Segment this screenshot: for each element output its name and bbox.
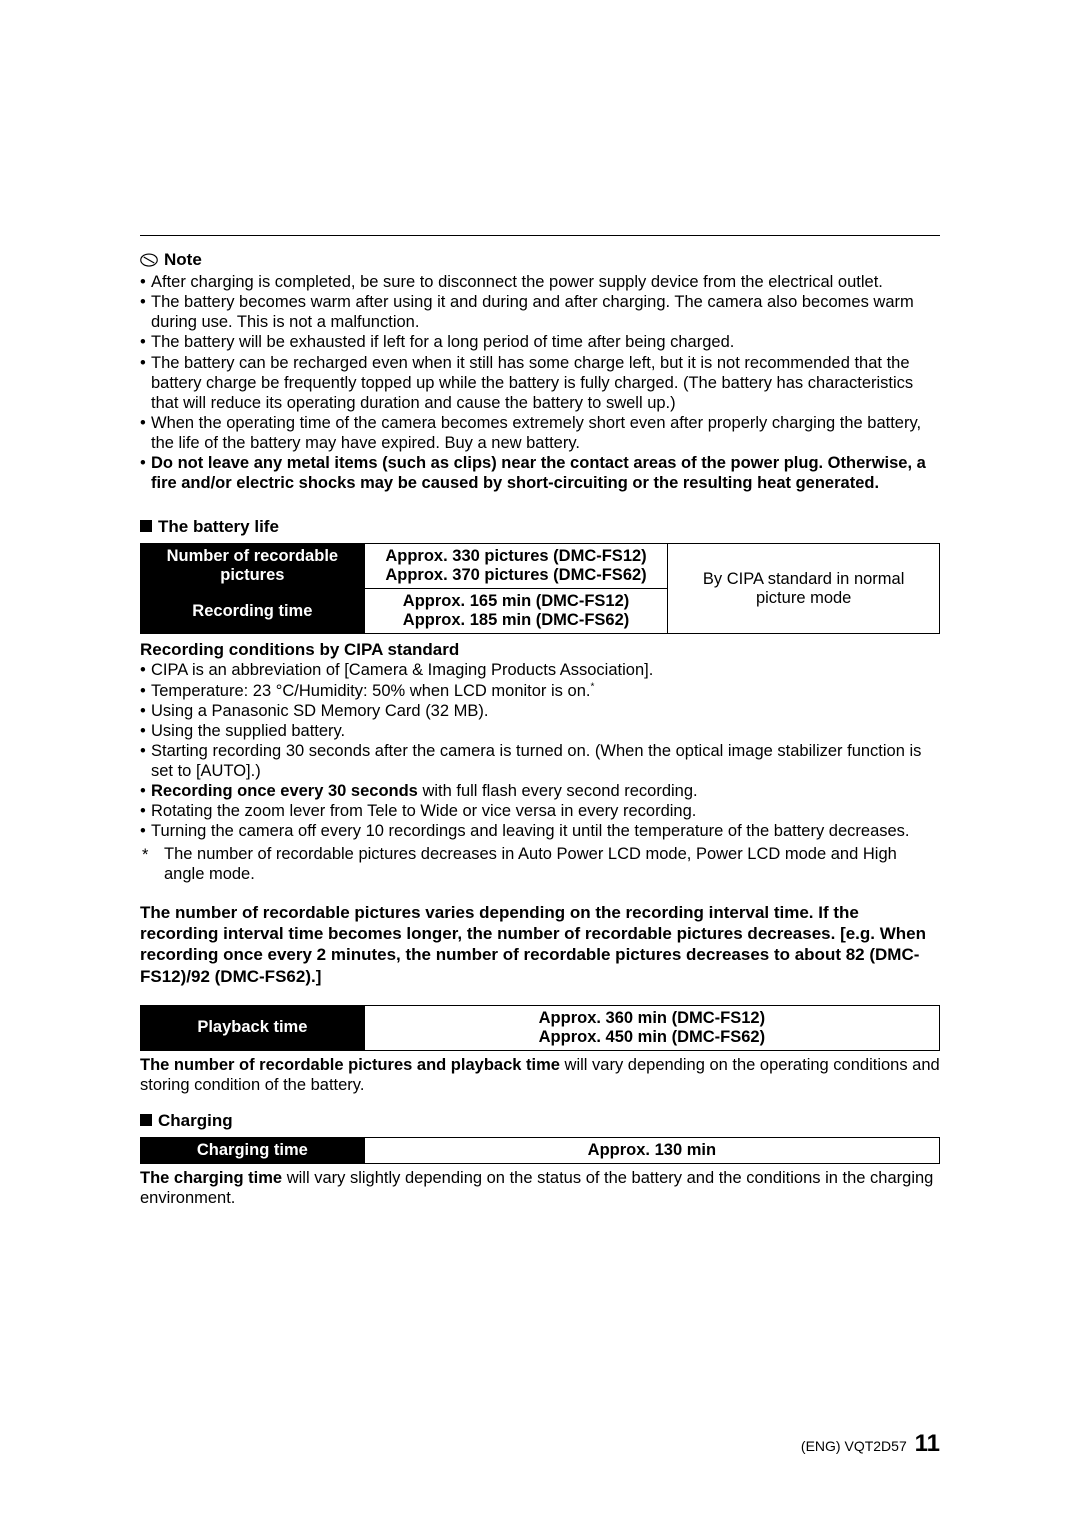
para-text: The number of recordable pictures varies… (140, 903, 926, 965)
table-cell: Approx. 360 min (DMC-FS12) Approx. 450 m… (364, 1005, 939, 1050)
note-icon (140, 251, 158, 269)
note-bullets: After charging is completed, be sure to … (140, 272, 940, 493)
cipa-bullets: CIPA is an abbreviation of [Camera & Ima… (140, 660, 940, 841)
bullet-text: Rotating the zoom lever from Tele to Wid… (151, 802, 696, 820)
note-text: After charging is completed, be sure to … (151, 273, 883, 291)
table-cell: By CIPA standard in normal picture mode (668, 544, 940, 634)
cipa-bullet: Rotating the zoom lever from Tele to Wid… (140, 801, 940, 821)
page-footer: (ENG) VQT2D57 11 (801, 1430, 940, 1458)
cipa-bullet: Starting recording 30 seconds after the … (140, 741, 940, 781)
note-text: Do not leave any metal items (such as cl… (151, 454, 926, 492)
cell-line: Approx. 360 min (DMC-FS12) (539, 1009, 765, 1027)
table-header: Number of recordable pictures (141, 544, 365, 589)
heading-text: The battery life (158, 517, 279, 536)
note-bullet: When the operating time of the camera be… (140, 413, 940, 453)
page-number: 11 (915, 1430, 940, 1457)
para-bold: The number of recordable pictures and pl… (140, 1056, 560, 1074)
cell-line: Approx. 165 min (DMC-FS12) (403, 592, 629, 610)
footer-code: VQT2D57 (844, 1438, 906, 1454)
footnote-marker: * (590, 681, 594, 692)
cipa-bullet: CIPA is an abbreviation of [Camera & Ima… (140, 660, 940, 680)
table-header: Playback time (141, 1005, 365, 1050)
note-bullet: After charging is completed, be sure to … (140, 272, 940, 292)
para-text: ] (316, 967, 322, 986)
note-header: Note (140, 250, 940, 270)
para-bold: The charging time (140, 1169, 282, 1187)
cipa-bullet: Using a Panasonic SD Memory Card (32 MB)… (140, 701, 940, 721)
cell-line: Approx. 370 pictures (DMC-FS62) (385, 566, 646, 584)
note-text: The battery will be exhausted if left fo… (151, 333, 734, 351)
bullet-bold: Recording once every 30 seconds (151, 782, 418, 800)
bullet-text: with full flash every second recording. (418, 782, 698, 800)
table-header: Charging time (141, 1138, 365, 1164)
cipa-bullet: Using the supplied battery. (140, 721, 940, 741)
square-bullet-icon (140, 1114, 152, 1126)
note-title: Note (164, 250, 202, 270)
bullet-text: Temperature: 23 °C/Humidity: 50% when LC… (151, 682, 590, 700)
charging-table: Charging time Approx. 130 min (140, 1137, 940, 1164)
charging-paragraph: The charging time will vary slightly dep… (140, 1168, 940, 1208)
asterisk-note: The number of recordable pictures decrea… (140, 844, 940, 884)
footer-lang: (ENG) (801, 1438, 841, 1454)
playback-table: Playback time Approx. 360 min (DMC-FS12)… (140, 1005, 940, 1051)
note-text: The battery becomes warm after using it … (151, 293, 914, 331)
note-bullet: The battery will be exhausted if left fo… (140, 332, 940, 352)
note-text: The battery can be recharged even when i… (151, 354, 913, 412)
bullet-text: Turning the camera off every 10 recordin… (151, 822, 910, 840)
asterisk-text: The number of recordable pictures decrea… (164, 845, 897, 883)
note-text: When the operating time of the camera be… (151, 414, 921, 452)
bullet-text: Starting recording 30 seconds after the … (151, 742, 921, 780)
battery-life-table: Number of recordable pictures Approx. 33… (140, 543, 940, 634)
playback-paragraph: The number of recordable pictures and pl… (140, 1055, 940, 1095)
table-cell: Approx. 130 min (364, 1138, 939, 1164)
cipa-bullet: Temperature: 23 °C/Humidity: 50% when LC… (140, 681, 940, 701)
note-bullet: The battery becomes warm after using it … (140, 292, 940, 332)
heading-text: Charging (158, 1111, 233, 1130)
note-bullet: The battery can be recharged even when i… (140, 353, 940, 413)
table-header: Recording time (141, 589, 365, 634)
interval-paragraph: The number of recordable pictures varies… (140, 902, 940, 987)
bullet-text: Using the supplied battery. (151, 722, 345, 740)
cipa-bullet: Turning the camera off every 10 recordin… (140, 821, 940, 841)
cell-line: Approx. 330 pictures (DMC-FS12) (385, 547, 646, 565)
note-bullet: Do not leave any metal items (such as cl… (140, 453, 940, 493)
cell-line: Approx. 450 min (DMC-FS62) (539, 1028, 765, 1046)
cipa-heading: Recording conditions by CIPA standard (140, 640, 940, 660)
bullet-text: Using a Panasonic SD Memory Card (32 MB)… (151, 702, 488, 720)
cell-line: Approx. 185 min (DMC-FS62) (403, 611, 629, 629)
square-bullet-icon (140, 520, 152, 532)
charging-heading: Charging (140, 1111, 940, 1131)
battery-life-heading: The battery life (140, 517, 940, 537)
cipa-bullet: Recording once every 30 seconds with ful… (140, 781, 940, 801)
top-rule (140, 235, 940, 236)
bullet-text: CIPA is an abbreviation of [Camera & Ima… (151, 661, 653, 679)
table-cell: Approx. 165 min (DMC-FS12) Approx. 185 m… (364, 589, 668, 634)
table-cell: Approx. 330 pictures (DMC-FS12) Approx. … (364, 544, 668, 589)
